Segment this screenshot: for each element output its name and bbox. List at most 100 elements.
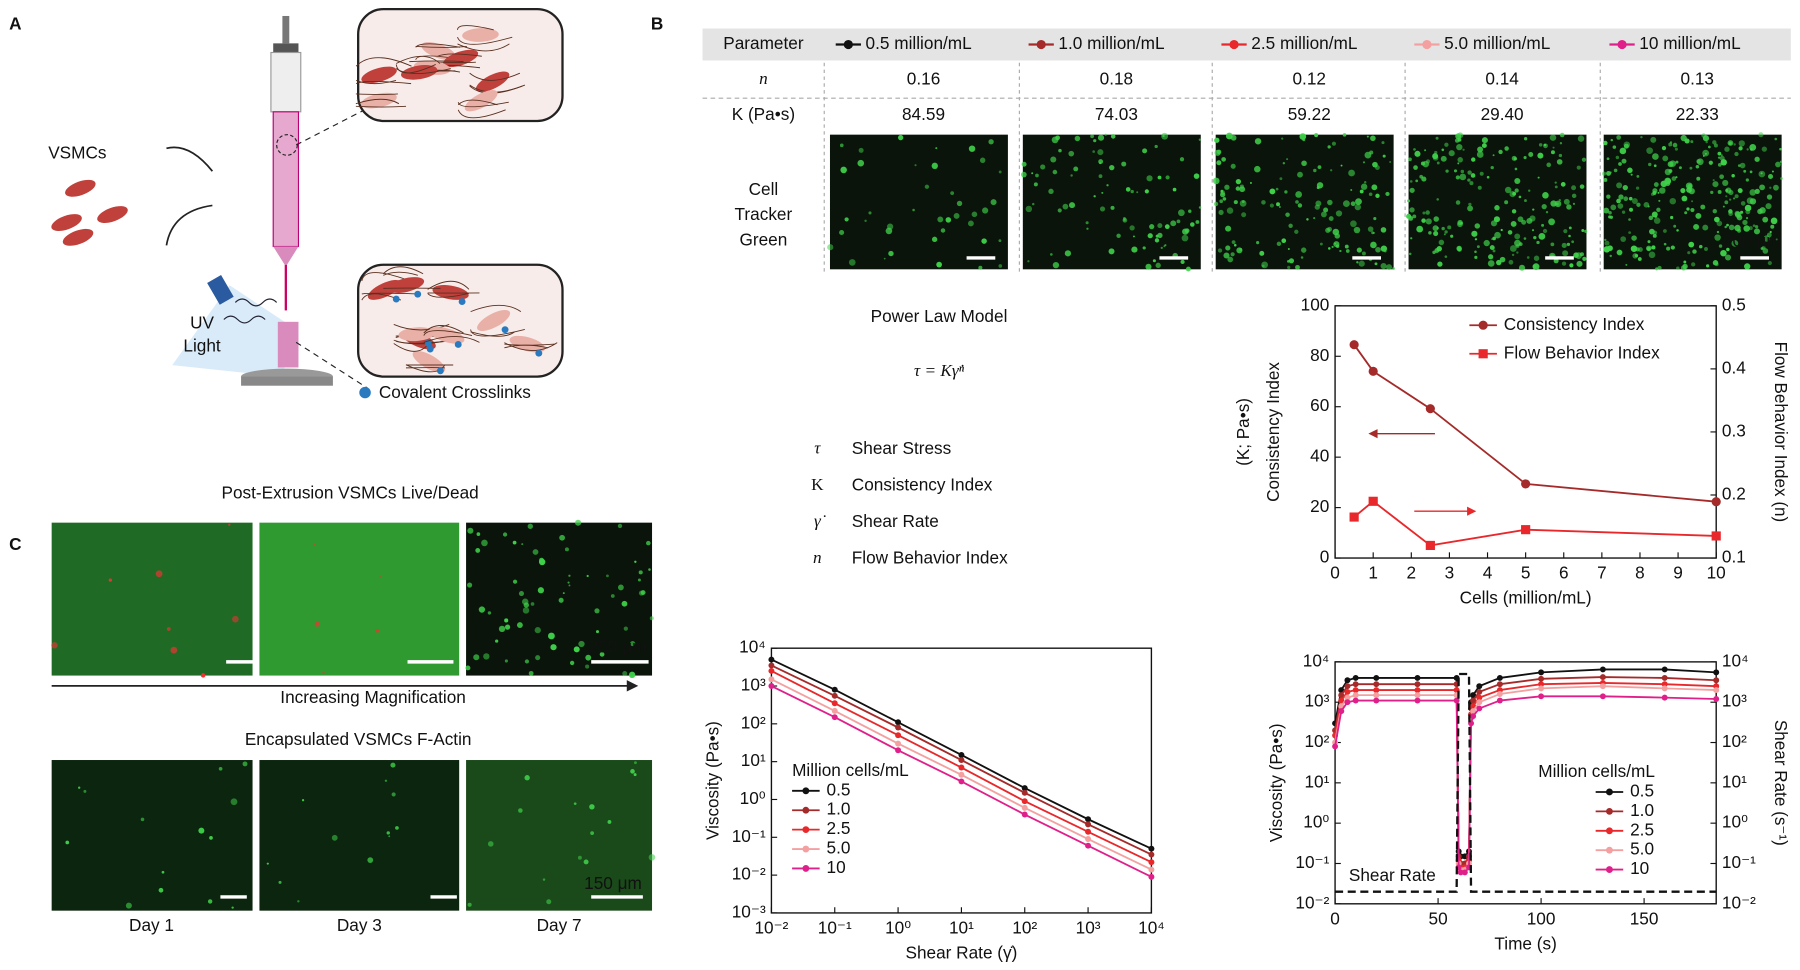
cell-dot	[395, 826, 399, 830]
cell-dot	[1195, 220, 1200, 224]
data-point	[1085, 828, 1092, 835]
cell-dot	[1259, 250, 1265, 256]
shape	[272, 111, 300, 248]
cell-dot	[108, 578, 112, 582]
data-point	[1338, 692, 1345, 699]
cell-dot	[1571, 185, 1577, 191]
cell-dot	[1226, 207, 1234, 214]
cell-dot	[1294, 229, 1299, 234]
data-point	[1148, 859, 1155, 866]
data-point	[831, 692, 838, 699]
cell-dot	[1722, 179, 1729, 186]
legend-swatch	[802, 787, 810, 795]
cell-dot	[1683, 260, 1687, 264]
cell-dot	[1233, 243, 1237, 247]
y-tick-label: 10¹	[741, 750, 766, 770]
y-tick-label: 10⁻²	[1295, 892, 1329, 912]
cell-dot	[1142, 246, 1146, 250]
cell-dot	[1769, 230, 1772, 234]
cell-dot	[1476, 151, 1484, 158]
data-point	[1661, 674, 1668, 681]
cell-dot	[1339, 249, 1342, 253]
cell-dot	[1652, 153, 1659, 160]
cell-dot	[1758, 132, 1764, 138]
cell-dot	[1358, 260, 1365, 267]
cell-dot	[1130, 189, 1134, 194]
x-axis-label: Shear Rate (γ̇)	[905, 943, 1017, 963]
cell-dot	[1285, 212, 1290, 217]
cell-dot	[322, 671, 325, 675]
cell-dot	[1616, 249, 1623, 256]
cell-dot	[1433, 231, 1439, 237]
cell-dot	[1348, 169, 1355, 177]
cell-dot	[1282, 162, 1286, 165]
cell-dot	[1650, 192, 1655, 196]
cell-dot	[1581, 157, 1587, 162]
cell-dot	[1712, 181, 1719, 188]
cell-dot	[1625, 263, 1628, 266]
panel-label: C	[9, 534, 21, 554]
cell-dot	[1342, 200, 1350, 208]
cell-dot	[1297, 171, 1303, 178]
fiber	[409, 60, 464, 63]
legend-label: 2.5	[827, 818, 851, 838]
cell-dot	[1779, 147, 1782, 151]
y2-tick-label: 10⁴	[1722, 650, 1749, 670]
cell-dot	[467, 902, 472, 907]
cell-dot	[1176, 219, 1181, 224]
cell-dot	[1362, 161, 1366, 164]
shape	[223, 315, 266, 324]
cell-dot	[1380, 227, 1387, 233]
cell-dot	[1558, 153, 1563, 158]
y-tick-label: 10²	[741, 712, 766, 732]
cell-dot	[367, 857, 374, 864]
cell-dot	[1504, 200, 1509, 205]
table-cell: 0.18	[1100, 68, 1134, 88]
table-header: 2.5 million/mL	[1251, 33, 1357, 53]
cell-dot	[1504, 186, 1512, 194]
cell-dot	[585, 654, 592, 661]
cell-dot	[1149, 224, 1155, 230]
cell-dot	[1327, 145, 1331, 149]
cell-dot	[1500, 228, 1503, 232]
cell-dot	[1459, 173, 1467, 181]
cell-dot	[1481, 137, 1488, 144]
cell-dot	[1233, 200, 1238, 205]
cell-dot	[1356, 261, 1359, 264]
cell-dot	[648, 568, 651, 571]
cell-dot	[1554, 181, 1557, 184]
fiber	[504, 343, 556, 346]
cell-dot	[1331, 141, 1337, 146]
y-tick-label: 10³	[741, 675, 766, 695]
fiber	[396, 55, 441, 64]
cell-dot	[1734, 151, 1739, 157]
cell-dot	[1504, 146, 1509, 151]
cell-dot	[1425, 210, 1430, 215]
cell-dot	[523, 602, 530, 608]
cell-dot	[1144, 189, 1149, 194]
cell-dot	[1225, 132, 1233, 140]
cell-dot	[1516, 251, 1519, 254]
data-point	[1713, 687, 1720, 694]
data-point	[1344, 688, 1351, 695]
cell-dot	[1684, 211, 1688, 215]
cell-dot	[1619, 147, 1627, 155]
table-cell: K (Pa•s)	[732, 104, 795, 124]
x-tick-label: 0	[1330, 563, 1340, 583]
cell-dot	[1780, 177, 1783, 180]
y-axis-label: Consistency Index	[1263, 362, 1283, 502]
cell-dot	[1050, 253, 1053, 256]
cell-dot	[1408, 157, 1412, 162]
cell-dot	[1437, 261, 1443, 267]
cell-dot	[978, 265, 983, 270]
cell-dot	[1462, 148, 1465, 151]
cell-dot	[940, 228, 946, 233]
cell-dot	[1773, 184, 1779, 191]
cell-dot	[1616, 182, 1623, 189]
cell-dot	[1713, 143, 1718, 148]
y-tick-label: 10¹	[1304, 771, 1329, 791]
cell-dot	[883, 257, 886, 260]
cell-dot	[936, 261, 942, 268]
cell-dot	[1556, 202, 1559, 206]
cell-dot	[1496, 259, 1502, 266]
